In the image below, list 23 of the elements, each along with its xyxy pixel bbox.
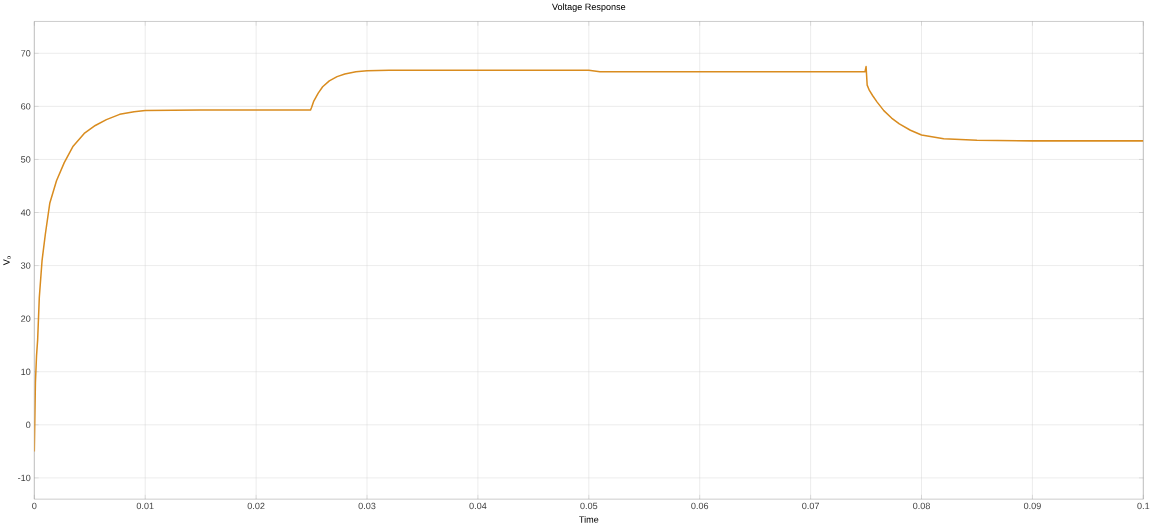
x-tick-label: 0.01 bbox=[136, 502, 154, 510]
y-tick-label: -10 bbox=[18, 474, 31, 482]
x-tick-label: 0.07 bbox=[802, 502, 819, 510]
y-axis-title: V$_{o}$ bbox=[3, 256, 11, 266]
x-tick-label: 0.09 bbox=[1023, 502, 1041, 510]
y-tick-label: 0 bbox=[26, 421, 31, 429]
x-tick-label: 0.04 bbox=[469, 502, 487, 510]
y-tick-label: 70 bbox=[21, 50, 31, 57]
x-tick-label: 0.06 bbox=[691, 502, 709, 510]
x-axis-title: Time bbox=[579, 516, 599, 523]
y-tick-label: 10 bbox=[21, 368, 31, 375]
y-tick-label: 30 bbox=[20, 262, 31, 269]
x-tick-label: 0.08 bbox=[913, 502, 930, 510]
y-tick-label: 20 bbox=[21, 315, 31, 322]
y-tick-label: 60 bbox=[21, 103, 31, 110]
x-tick-label: 0.02 bbox=[247, 502, 265, 510]
y-tick-label: 50 bbox=[21, 156, 31, 163]
x-tick-label: 0.03 bbox=[358, 502, 376, 510]
y-tick-label: 40 bbox=[20, 209, 31, 216]
x-tick-label: 0 bbox=[32, 502, 37, 510]
x-tick-label: 0.05 bbox=[580, 502, 598, 510]
x-tick-label: 0.1 bbox=[1137, 502, 1150, 510]
chart-title: Voltage Response bbox=[552, 3, 626, 12]
